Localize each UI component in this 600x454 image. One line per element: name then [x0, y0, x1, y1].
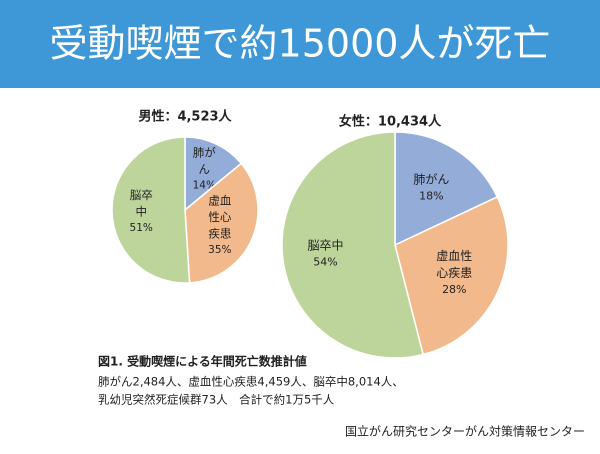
slice-value-label: 54% — [313, 255, 337, 268]
slice-value-label: 18% — [419, 189, 443, 202]
pie-slice — [111, 136, 191, 284]
slice-value-label: 28% — [442, 283, 466, 296]
header-banner — [0, 0, 600, 88]
header-title: 受動喫煙で約15000人が死亡 — [50, 22, 551, 66]
slice-label: 脳卒中 — [307, 237, 343, 252]
slice-label: 虚血性心疾患 — [436, 248, 472, 279]
pie-slice — [394, 131, 499, 247]
caption-line: 肺がん2,484人、虚血性心疾患4,459人、脳卒中8,014人、 — [98, 375, 404, 389]
pie-slice — [281, 131, 425, 359]
pie-slice — [184, 136, 243, 212]
chart-title: 男性：4,523人 — [138, 109, 232, 125]
slice-label: 肺がん — [193, 145, 216, 176]
caption-line: 乳幼児突然死症候群73人 合計で約1万5千人 — [98, 393, 335, 407]
slice-label: 脳卒中 — [130, 187, 153, 218]
caption-title: 図1. 受動喫煙による年間死亡数推計値 — [98, 354, 307, 369]
slice-label: 肺がん — [413, 171, 449, 186]
chart-title: 女性：10,434人 — [339, 114, 442, 130]
slice-value-label: 35% — [208, 244, 231, 256]
slice-label: 虚血性心疾患 — [208, 193, 231, 240]
source: 国立がん研究センターがん対策情報センター — [345, 424, 585, 439]
pie-slice — [184, 162, 259, 284]
pie-slice — [394, 195, 509, 356]
slice-value-label: 51% — [130, 222, 153, 234]
